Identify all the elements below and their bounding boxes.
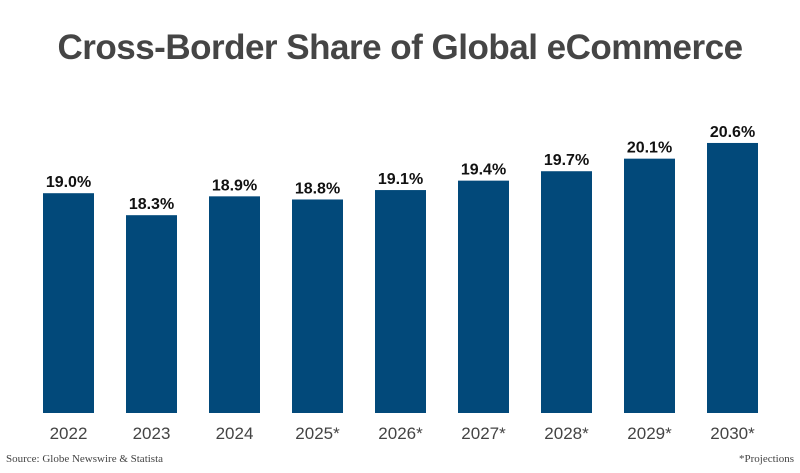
data-label: 18.9% — [212, 177, 257, 194]
x-tick-label: 2029* — [627, 424, 672, 443]
bar-2028* — [541, 171, 592, 413]
x-tick-label: 2030* — [710, 424, 755, 443]
chart-title: Cross-Border Share of Global eCommerce — [57, 28, 743, 67]
data-label: 19.1% — [378, 171, 423, 188]
x-tick-label: 2028* — [544, 424, 589, 443]
bar-2022 — [43, 193, 94, 413]
x-tick-label: 2026* — [378, 424, 423, 443]
projections-note: *Projections — [739, 453, 794, 465]
x-tick-label: 2022 — [50, 424, 88, 443]
data-label: 19.4% — [461, 162, 506, 179]
bar-2026* — [375, 190, 426, 413]
data-label: 19.7% — [544, 152, 589, 169]
x-tick-label: 2027* — [461, 424, 506, 443]
data-label: 18.3% — [129, 196, 174, 213]
bar-2029* — [624, 158, 675, 413]
data-label: 18.8% — [295, 180, 340, 197]
data-label: 20.1% — [627, 140, 672, 157]
bar-2025* — [292, 199, 343, 413]
data-label: 20.6% — [710, 124, 755, 141]
source-note: Source: Globe Newswire & Statista — [6, 453, 164, 465]
x-tick-label: 2025* — [295, 424, 340, 443]
bar-2024 — [209, 196, 260, 413]
bar-2023 — [126, 215, 177, 413]
x-tick-label: 2023 — [133, 424, 171, 443]
bar-2027* — [458, 180, 509, 413]
x-tick-label: 2024 — [216, 424, 254, 443]
bar-2030* — [707, 142, 758, 413]
data-label: 19.0% — [46, 174, 91, 191]
